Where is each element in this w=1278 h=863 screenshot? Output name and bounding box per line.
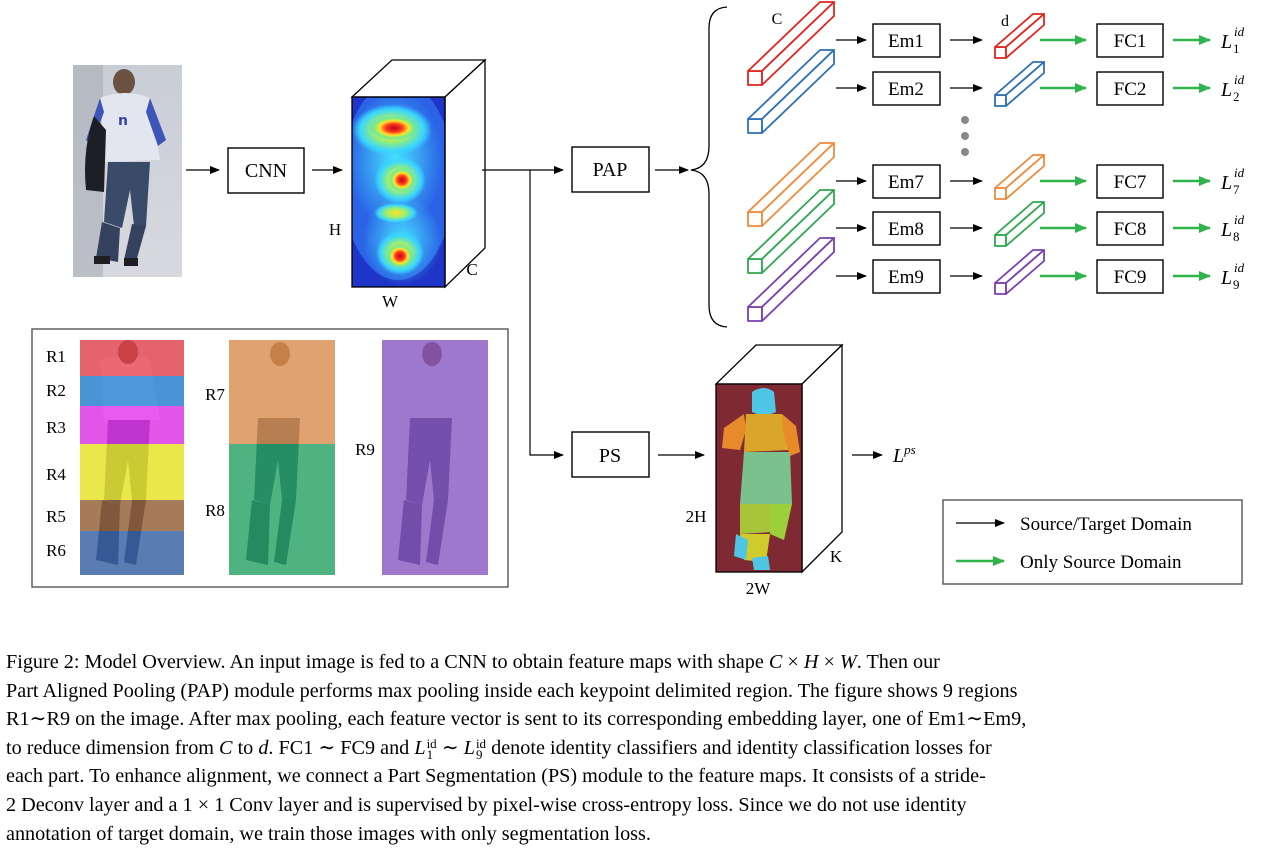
fc-box-9 xyxy=(1096,259,1164,294)
fc-label-9: FC9 xyxy=(1114,267,1147,288)
caption-line-1: Figure 2: Model Overview. An input image… xyxy=(6,651,940,673)
em-box-9 xyxy=(872,259,941,294)
pap-label: PAP xyxy=(593,159,628,181)
cnn-label: CNN xyxy=(245,160,287,182)
em-label-9: Em9 xyxy=(888,267,924,288)
pap-box xyxy=(571,146,650,193)
part-feature-vector-1 xyxy=(747,1,835,86)
vector-d-label: d xyxy=(1001,13,1009,30)
region-label-r3: R3 xyxy=(46,418,66,437)
part-feature-vector-2 xyxy=(747,49,835,134)
fc-label-8: FC8 xyxy=(1114,219,1147,240)
feature-map-h-label: H xyxy=(329,220,341,239)
em-box-1 xyxy=(872,23,941,58)
svg-text:n: n xyxy=(118,113,128,129)
embedded-vector-7 xyxy=(994,154,1045,200)
caption-line-5: each part. To enhance alignment, we conn… xyxy=(6,765,986,788)
branch-brace xyxy=(690,6,728,328)
embedded-vector-2 xyxy=(994,61,1045,107)
em-box-2 xyxy=(872,71,941,106)
fc-box-7 xyxy=(1096,164,1164,199)
segmentation-map-cuboid xyxy=(714,343,844,574)
em-box-8 xyxy=(872,211,941,246)
caption-line-6: 2 Deconv layer and a 1 × 1 Conv layer an… xyxy=(6,793,967,816)
region-label-r4: R4 xyxy=(46,465,66,484)
embedded-vector-9 xyxy=(994,249,1045,295)
fc-box-1 xyxy=(1096,23,1164,58)
em-box-7 xyxy=(872,164,941,199)
seg-map-k-label: K xyxy=(830,547,843,566)
caption-line-4: to reduce dimension from C to d. FC1 ∼ F… xyxy=(6,736,992,763)
part-feature-vector-8 xyxy=(747,189,835,274)
ellipsis-dot xyxy=(961,148,969,156)
em-label-2: Em2 xyxy=(888,79,924,100)
region-label-r6: R6 xyxy=(46,541,66,560)
region-label-r9: R9 xyxy=(355,440,375,459)
legend-source-target: Source/Target Domain xyxy=(1020,514,1192,535)
regions-panel xyxy=(31,328,509,588)
person-image-regions-r1-r6 xyxy=(80,340,184,575)
em-label-1: Em1 xyxy=(888,31,924,52)
legend-box xyxy=(942,499,1243,585)
embedded-vector-1 xyxy=(994,13,1045,59)
caption-line-7: annotation of target domain, we train th… xyxy=(6,822,651,845)
region-label-r5: R5 xyxy=(46,507,66,526)
feature-map-w-label: W xyxy=(382,292,399,311)
caption-line-2: Part Aligned Pooling (PAP) module perfor… xyxy=(6,679,1018,702)
fc-label-7: FC7 xyxy=(1114,172,1147,193)
feature-map-cuboid xyxy=(350,58,487,289)
region-labels: R1 R2 R3 R4 R5 R6 R7 R8 R9 xyxy=(46,347,375,560)
caption-line-3: R1∼R9 on the image. After max pooling, e… xyxy=(6,708,1027,731)
region-label-r1: R1 xyxy=(46,347,66,366)
cnn-box xyxy=(227,147,305,194)
person-image-region-r9 xyxy=(382,340,488,575)
feature-map-c-label: C xyxy=(466,260,477,279)
ellipsis-dot xyxy=(961,116,969,124)
vector-c-label: C xyxy=(772,11,783,28)
seg-map-w-label: 2W xyxy=(746,579,772,598)
region-label-r2: R2 xyxy=(46,381,66,400)
figure-caption: Figure 2: Model Overview. An input image… xyxy=(6,648,1274,848)
em-label-7: Em7 xyxy=(888,172,924,193)
part-feature-vector-9 xyxy=(747,237,835,322)
seg-map-h-label: 2H xyxy=(686,507,707,526)
fc-label-1: FC1 xyxy=(1114,31,1147,52)
em-label-8: Em8 xyxy=(888,219,924,240)
ps-box xyxy=(571,431,650,478)
fc-label-2: FC2 xyxy=(1114,79,1147,100)
fc-box-2 xyxy=(1096,71,1164,106)
fc-box-8 xyxy=(1096,211,1164,246)
region-label-r7: R7 xyxy=(205,385,225,404)
ps-label: PS xyxy=(599,445,621,467)
part-feature-vector-7 xyxy=(747,142,835,227)
embedded-vector-8 xyxy=(994,201,1045,247)
region-label-r8: R8 xyxy=(205,501,225,520)
model-overview-diagram: n CNN H W C PAP PS xyxy=(31,1,1245,598)
person-image-regions-r7-r8 xyxy=(229,340,335,575)
ps-loss: Lps xyxy=(892,442,916,467)
legend-source-only: Only Source Domain xyxy=(1020,552,1182,573)
ellipsis-dot xyxy=(961,132,969,140)
input-person-image: n xyxy=(73,65,182,277)
